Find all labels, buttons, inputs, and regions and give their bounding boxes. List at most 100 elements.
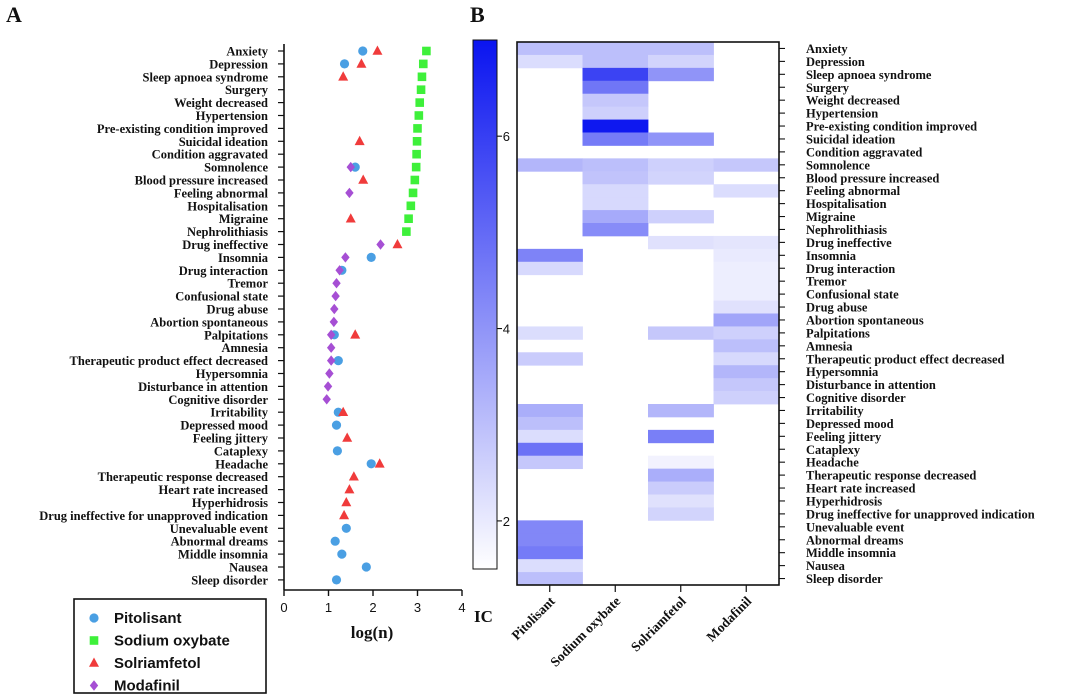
heatmap-row-label-anxiety: Anxiety — [806, 42, 848, 56]
heatmap-row-label-hospitalisation: Hospitalisation — [806, 197, 887, 211]
point-solriamfetol-headache — [374, 458, 385, 468]
panel-a-label-palpitations: Palpitations — [204, 328, 268, 342]
point-pitolisant-sleep-disorder — [331, 575, 342, 585]
heatmap-frame — [516, 41, 780, 586]
point-modafinil-palpitations — [326, 329, 336, 340]
heatmap-row-label-drug-ineffective-for-unapproved-indication: Drug ineffective for unapproved indicati… — [806, 507, 1035, 521]
panel-a-label-suicidal-ideation: Suicidal ideation — [179, 135, 268, 149]
heatmap-cell-solriamfetol-therapeutic-response-decreased — [648, 468, 714, 482]
point-modafinil-therapeutic-product-effect-decreased — [326, 355, 336, 366]
point-pitolisant-depression — [339, 59, 350, 69]
point-solriamfetol-palpitations — [350, 329, 361, 339]
point-modafinil-drug-interaction — [335, 265, 344, 276]
panel-a-label-headache: Headache — [215, 457, 268, 471]
heatmap-cell-solriamfetol-sleep-apnoea-syndrome — [648, 67, 714, 82]
heatmap-cell-solriamfetol-blood-pressure-increased — [648, 171, 714, 185]
heatmap-col-label-sodium-oxybate: Sodium oxybate — [547, 594, 623, 670]
point-pitolisant-anxiety — [358, 46, 368, 56]
heatmap-row-label-nausea: Nausea — [806, 559, 846, 573]
point-solriamfetol-heart-rate-increased — [344, 484, 355, 494]
heatmap-cell-sodium-oxybate-pre-existing-condition-improved — [582, 119, 649, 133]
panel-a-label-nausea: Nausea — [229, 561, 269, 575]
heatmap-col-label-modafinil: Modafinil — [703, 593, 754, 644]
heatmap-cell-solriamfetol-irritability — [648, 404, 714, 418]
panel-a-label-unevaluable-event: Unevaluable event — [170, 522, 269, 536]
point-pitolisant-insomnia — [366, 252, 376, 262]
point-solriamfetol-drug-ineffective-for-unapproved-indication — [339, 509, 350, 520]
heatmap-cell-sodium-oxybate-sleep-apnoea-syndrome — [582, 67, 649, 82]
panel-a-label-therapeutic-product-effect-decreased: Therapeutic product effect decreased — [70, 354, 268, 368]
heatmap-row-label-condition-aggravated: Condition aggravated — [806, 145, 922, 159]
heatmap-cell-modafinil-hypersomnia — [713, 365, 780, 379]
point-modafinil-feeling-abnormal — [345, 187, 354, 199]
heatmap-cell-solriamfetol-migraine — [648, 210, 714, 224]
point-sodium-oxybate-depression — [418, 59, 428, 69]
legend-marker-solriamfetol — [89, 657, 99, 667]
point-sodium-oxybate-hospitalisation — [406, 201, 416, 211]
heatmap-row-label-nephrolithiasis: Nephrolithiasis — [806, 223, 887, 237]
heatmap-cell-pitolisant-anxiety — [517, 42, 583, 56]
heatmap-row-label-hyperhidrosis: Hyperhidrosis — [806, 494, 882, 508]
point-modafinil-confusional-state — [331, 290, 340, 302]
point-modafinil-amnesia — [326, 342, 336, 353]
panel-a-label-amnesia: Amnesia — [221, 341, 268, 355]
panel-a-label-blood-pressure-increased: Blood pressure increased — [135, 174, 268, 188]
heatmap-cell-modafinil-amnesia — [713, 339, 780, 353]
heatmap-row-label-depressed-mood: Depressed mood — [806, 417, 894, 431]
heatmap-cell-solriamfetol-headache — [648, 455, 714, 470]
point-sodium-oxybate-migraine — [404, 214, 413, 223]
point-solriamfetol-migraine — [345, 213, 356, 223]
heatmap-cell-modafinil-therapeutic-product-effect-decreased — [713, 352, 780, 366]
heatmap-row-label-hypersomnia: Hypersomnia — [806, 365, 879, 379]
panel-a-label-heart-rate-increased: Heart rate increased — [159, 483, 268, 497]
colorbar-ticks: 2 4 6 — [497, 129, 510, 529]
heatmap-col-label-pitolisant: Pitolisant — [509, 593, 559, 643]
heatmap-row-label-migraine: Migraine — [806, 210, 856, 224]
panel-a-label-anxiety: Anxiety — [226, 45, 268, 59]
heatmap-cell-sodium-oxybate-weight-decreased — [582, 93, 649, 108]
point-sodium-oxybate-weight-decreased — [415, 98, 425, 107]
panel-a-label-condition-aggravated: Condition aggravated — [152, 148, 268, 162]
panel-a-label-depression: Depression — [209, 57, 268, 71]
heatmap-cell-pitolisant-feeling-jittery — [517, 429, 583, 444]
panel-a-label-feeling-jittery: Feeling jittery — [193, 432, 269, 446]
legend-box — [73, 598, 267, 694]
heatmap-cell-pitolisant-therapeutic-product-effect-decreased — [517, 352, 583, 366]
heatmap-cell-modafinil-feeling-abnormal — [713, 184, 780, 198]
panel-a-label-pre-existing-condition-improved: Pre-existing condition improved — [97, 122, 268, 136]
heatmap-row-label-confusional-state: Confusional state — [806, 288, 899, 302]
heatmap-row-label-headache: Headache — [806, 456, 859, 470]
heatmap-row-label-feeling-abnormal: Feeling abnormal — [806, 184, 901, 198]
heatmap-cell-solriamfetol-palpitations — [648, 326, 714, 340]
point-sodium-oxybate-hypertension — [414, 111, 424, 120]
panel-a-label-surgery: Surgery — [225, 83, 269, 97]
legend-label-sodium-oxybate: Sodium oxybate — [114, 633, 230, 650]
heatmap-cell-solriamfetol-suicidal-ideation — [648, 132, 714, 146]
heatmap-cell-pitolisant-somnolence — [517, 158, 583, 172]
heatmap-row-label-feeling-jittery: Feeling jittery — [806, 430, 882, 444]
point-pitolisant-therapeutic-product-effect-decreased — [333, 356, 343, 366]
heatmap-row-label-drug-interaction: Drug interaction — [806, 262, 895, 276]
heatmap-cell-pitolisant-unevaluable-event — [517, 520, 583, 534]
heatmap-cell-modafinil-cognitive-disorder — [713, 391, 780, 405]
heatmap-row-label-abnormal-dreams: Abnormal dreams — [806, 533, 903, 547]
heatmap-cell-pitolisant-irritability — [517, 404, 583, 418]
point-modafinil-hypersomnia — [325, 368, 334, 379]
heatmap-cell-modafinil-tremor — [713, 274, 780, 289]
heatmap-cell-pitolisant-depressed-mood — [517, 416, 583, 431]
heatmap-cell-modafinil-insomnia — [713, 248, 780, 263]
legend-marker-modafinil — [89, 680, 99, 691]
heatmap-row-label-drug-ineffective: Drug ineffective — [806, 236, 892, 250]
heatmap-cell-modafinil-palpitations — [713, 326, 780, 340]
heatmap-cell-pitolisant-sleep-disorder — [517, 572, 583, 586]
heatmap-cell-sodium-oxybate-suicidal-ideation — [582, 132, 649, 146]
panel-a-x-label: log(n) — [351, 623, 394, 642]
point-solriamfetol-suicidal-ideation — [354, 135, 365, 146]
point-modafinil-drug-ineffective — [376, 239, 385, 250]
colorbar-tick-label: 6 — [503, 129, 510, 144]
point-pitolisant-unevaluable-event — [341, 523, 351, 533]
heatmap-row-label-pre-existing-condition-improved: Pre-existing condition improved — [806, 120, 977, 134]
heatmap-cell-solriamfetol-somnolence — [648, 158, 714, 172]
heatmap-cell-sodium-oxybate-feeling-abnormal — [582, 184, 649, 198]
heatmap-row-label-irritability: Irritability — [806, 404, 864, 418]
